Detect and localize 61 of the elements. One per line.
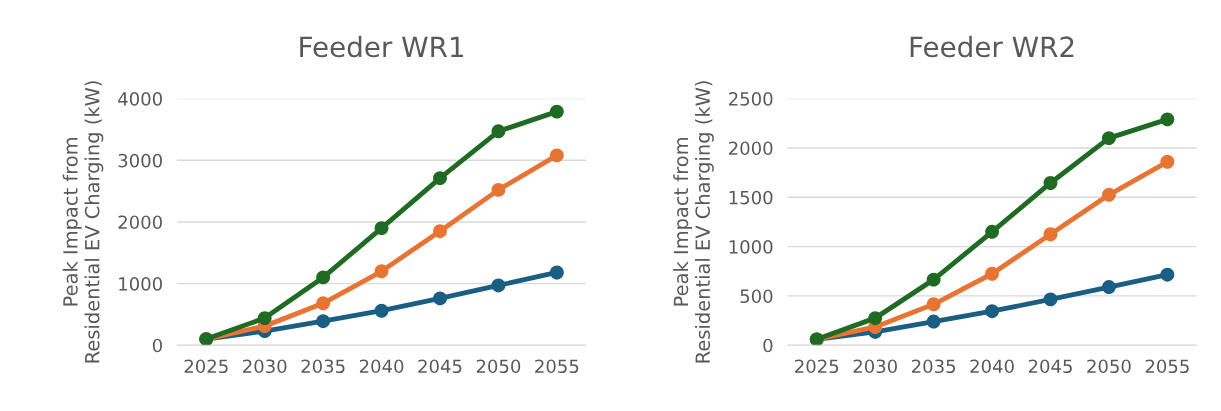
point bbox=[926, 272, 941, 287]
y-tick-label: 2500 bbox=[729, 92, 773, 106]
point bbox=[549, 104, 564, 119]
x-tick-label: 2055 bbox=[535, 359, 579, 374]
x-tick-label: 2040 bbox=[970, 359, 1014, 374]
x-tick-label: 2045 bbox=[418, 359, 462, 374]
x-tick-label: 2030 bbox=[853, 359, 897, 374]
x-tick-label: 2050 bbox=[1087, 359, 1131, 374]
chart-title: Feeder WR1 bbox=[300, 35, 464, 58]
point bbox=[433, 224, 447, 239]
x-tick-label: 2040 bbox=[359, 359, 404, 374]
point bbox=[926, 314, 941, 329]
point bbox=[491, 124, 506, 139]
point bbox=[316, 296, 331, 311]
point bbox=[1043, 176, 1058, 190]
point bbox=[985, 224, 1000, 239]
x-tick-label: 2045 bbox=[1028, 359, 1072, 374]
point bbox=[374, 264, 389, 279]
chart-title: Feeder WR2 bbox=[910, 35, 1074, 58]
point bbox=[491, 182, 506, 197]
point bbox=[1160, 267, 1175, 282]
point bbox=[985, 304, 1000, 319]
point bbox=[1043, 292, 1058, 307]
x-tick-label: 2035 bbox=[911, 359, 956, 374]
y-tick-label: 1500 bbox=[729, 190, 773, 205]
x-tick-label: 2025 bbox=[795, 359, 839, 374]
point bbox=[257, 311, 272, 326]
point bbox=[1101, 187, 1116, 202]
x-tick-label: 2050 bbox=[476, 359, 521, 374]
x-tick-label: 2030 bbox=[243, 359, 287, 374]
y-tick-label: 500 bbox=[740, 289, 773, 304]
y-tick-label: 0 bbox=[152, 338, 162, 353]
x-tick-label: 2035 bbox=[301, 359, 345, 374]
x-tick-label: 2025 bbox=[184, 359, 228, 374]
point bbox=[1160, 112, 1175, 127]
y-tick-label: 2000 bbox=[729, 141, 773, 156]
y-axis-title: Peak Impact from Residential EV Charging (kW) bbox=[62, 81, 104, 363]
point bbox=[433, 291, 447, 306]
point bbox=[1101, 280, 1116, 294]
x-tick-label: 2055 bbox=[1145, 359, 1189, 374]
point bbox=[1043, 227, 1058, 242]
point bbox=[1160, 154, 1175, 169]
y-tick-label: 4000 bbox=[118, 92, 162, 106]
point bbox=[433, 171, 447, 186]
y-tick-label: 3000 bbox=[118, 153, 162, 168]
point bbox=[491, 278, 506, 293]
point bbox=[985, 266, 1000, 281]
point bbox=[374, 303, 389, 318]
point bbox=[316, 314, 331, 329]
point bbox=[374, 221, 389, 236]
y-tick-label: 2000 bbox=[118, 215, 162, 230]
point bbox=[926, 297, 941, 312]
y-axis-title: Peak Impact from Residential EV Charging (kW) bbox=[673, 81, 714, 363]
point bbox=[549, 148, 564, 163]
point bbox=[549, 265, 564, 280]
y-tick-label: 1000 bbox=[729, 240, 773, 254]
y-tick-label: 0 bbox=[763, 338, 773, 353]
point bbox=[868, 311, 883, 326]
point bbox=[1101, 131, 1116, 146]
y-tick-label: 1000 bbox=[119, 277, 162, 291]
point bbox=[316, 270, 331, 285]
